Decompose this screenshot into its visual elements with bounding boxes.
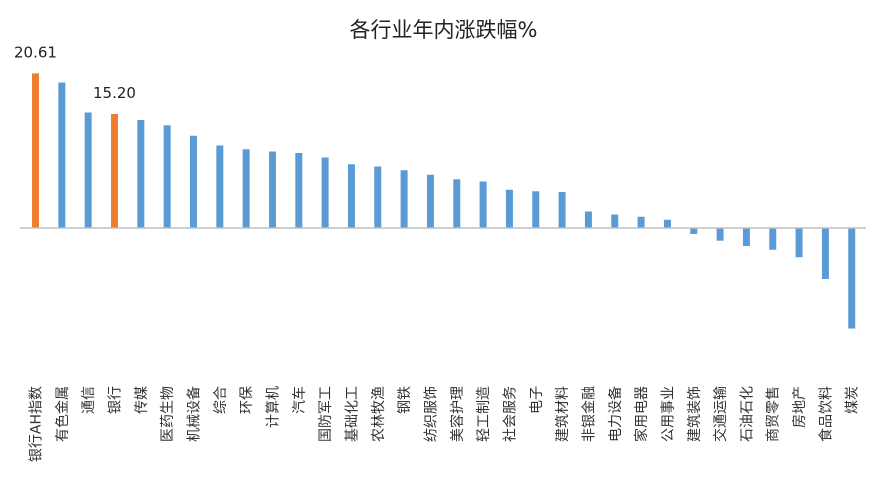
category-label-32: 煤炭 [845, 386, 861, 414]
category-label-26: 建筑装饰 [687, 386, 703, 442]
category-label-21: 建筑材料 [555, 386, 571, 442]
bar-21 [558, 192, 566, 228]
category-label-27: 交通运输 [712, 386, 729, 442]
bar-16 [426, 174, 434, 228]
bar-12 [321, 157, 329, 228]
bars-group [32, 73, 856, 329]
bar-28 [742, 228, 750, 246]
bar-19 [505, 189, 513, 228]
category-label-25: 公用事业 [660, 386, 676, 442]
category-label-7: 机械设备 [185, 386, 202, 442]
category-label-6: 医药生物 [160, 386, 176, 442]
bar-30 [795, 228, 803, 258]
category-label-8: 综合 [213, 386, 229, 414]
category-label-20: 电子 [529, 386, 545, 414]
bar-26 [690, 228, 698, 234]
category-label-31: 食品饮料 [817, 386, 834, 442]
bar-31 [821, 228, 829, 279]
chart-title: 各行业年内涨跌幅% [349, 18, 538, 42]
category-label-2: 有色金属 [54, 386, 71, 442]
bar-20 [532, 191, 540, 228]
category-label-9: 环保 [239, 386, 255, 414]
bar-25 [663, 219, 671, 228]
bar-13 [347, 164, 355, 228]
data-label-1: 20.61 [14, 43, 57, 61]
bar-23 [611, 214, 619, 228]
bar-9 [242, 149, 250, 228]
category-label-12: 国防军工 [318, 386, 334, 442]
category-label-14: 农林牧渔 [371, 386, 387, 442]
labels-group: 银行AH指数 有色金属 通信 银行 传媒 医药生物 机械设备 综合 环保 计算机 汽车 国防军工 基础化… [14, 43, 861, 462]
bar-24 [637, 216, 645, 228]
bar-22 [584, 211, 592, 228]
category-label-11: 汽车 [291, 386, 308, 414]
bar-10 [268, 151, 276, 228]
category-label-23: 电力设备 [607, 386, 624, 442]
bar-6 [163, 125, 171, 228]
category-label-10: 计算机 [265, 386, 281, 428]
bar-32 [848, 228, 856, 329]
category-label-30: 房地产 [792, 386, 808, 428]
category-label-15: 钢铁 [397, 386, 413, 414]
category-label-13: 基础化工 [343, 386, 360, 442]
bar-2 [58, 82, 66, 228]
bar-14 [374, 166, 382, 228]
bar-29 [769, 228, 777, 250]
category-label-3: 通信 [81, 386, 97, 414]
category-label-17: 美容护理 [449, 386, 466, 442]
bar-27 [716, 228, 724, 241]
bar-5 [137, 120, 145, 228]
category-label-24: 家用电器 [633, 386, 650, 442]
category-label-5: 传媒 [134, 386, 150, 414]
bar-3 [84, 112, 92, 228]
category-label-29: 商贸零售 [766, 386, 782, 442]
category-label-22: 非银金融 [581, 386, 597, 442]
bar-11 [295, 153, 303, 228]
bar-17 [453, 179, 461, 228]
category-label-28: 石油石化 [739, 386, 755, 442]
category-label-19: 社会服务 [502, 386, 518, 442]
bar-1 [32, 73, 39, 229]
bar-4 [110, 114, 118, 228]
data-label-2: 15.20 [93, 84, 136, 102]
bar-7 [189, 135, 197, 228]
category-label-4: 银行 [107, 386, 123, 414]
bar-18 [479, 181, 487, 228]
bar-15 [400, 170, 408, 228]
category-label-18: 轻工制造 [476, 386, 492, 442]
category-label-1: 银行AH指数 [29, 386, 45, 462]
category-label-16: 纺织服饰 [423, 386, 439, 442]
bar-8 [216, 145, 224, 228]
